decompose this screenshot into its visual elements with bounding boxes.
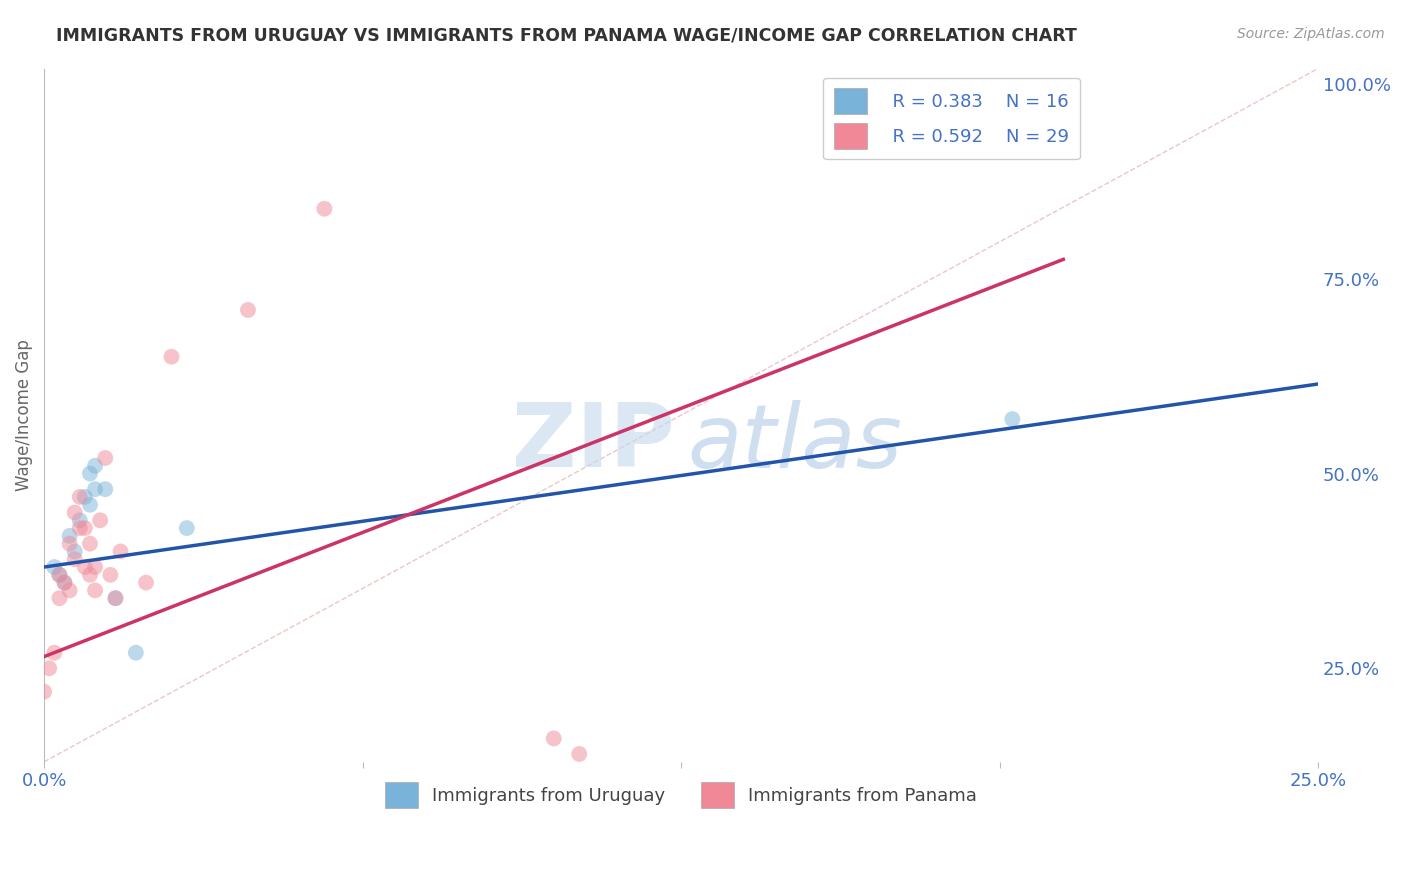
Point bbox=[125, 646, 148, 660]
Point bbox=[73, 490, 96, 504]
Point bbox=[89, 513, 111, 527]
Point bbox=[38, 661, 60, 675]
Point bbox=[73, 560, 96, 574]
Point bbox=[63, 544, 86, 558]
Point bbox=[69, 513, 91, 527]
Point bbox=[79, 498, 101, 512]
Point bbox=[69, 521, 91, 535]
Point bbox=[135, 575, 157, 590]
Point bbox=[84, 458, 107, 473]
Point bbox=[98, 567, 121, 582]
Legend: Immigrants from Uruguay, Immigrants from Panama: Immigrants from Uruguay, Immigrants from… bbox=[378, 775, 984, 815]
Point bbox=[543, 731, 565, 746]
Point bbox=[160, 350, 183, 364]
Point bbox=[69, 490, 91, 504]
Point bbox=[58, 583, 80, 598]
Text: Source: ZipAtlas.com: Source: ZipAtlas.com bbox=[1237, 27, 1385, 41]
Point bbox=[94, 450, 117, 465]
Point bbox=[44, 646, 66, 660]
Text: IMMIGRANTS FROM URUGUAY VS IMMIGRANTS FROM PANAMA WAGE/INCOME GAP CORRELATION CH: IMMIGRANTS FROM URUGUAY VS IMMIGRANTS FR… bbox=[56, 27, 1077, 45]
Point bbox=[79, 567, 101, 582]
Point bbox=[44, 560, 66, 574]
Point bbox=[79, 467, 101, 481]
Point bbox=[104, 591, 127, 606]
Point bbox=[63, 552, 86, 566]
Point bbox=[94, 482, 117, 496]
Point bbox=[48, 567, 70, 582]
Point bbox=[53, 575, 76, 590]
Point bbox=[63, 506, 86, 520]
Point bbox=[32, 684, 55, 698]
Point bbox=[48, 591, 70, 606]
Point bbox=[176, 521, 198, 535]
Point bbox=[79, 536, 101, 550]
Point bbox=[568, 747, 591, 761]
Text: ZIP: ZIP bbox=[512, 400, 675, 486]
Point bbox=[314, 202, 336, 216]
Y-axis label: Wage/Income Gap: Wage/Income Gap bbox=[15, 339, 32, 491]
Point bbox=[58, 529, 80, 543]
Point bbox=[84, 560, 107, 574]
Point bbox=[73, 521, 96, 535]
Point bbox=[84, 583, 107, 598]
Point bbox=[53, 575, 76, 590]
Point bbox=[84, 482, 107, 496]
Point bbox=[48, 567, 70, 582]
Point bbox=[1001, 412, 1024, 426]
Point bbox=[110, 544, 132, 558]
Point bbox=[104, 591, 127, 606]
Text: atlas: atlas bbox=[688, 400, 903, 486]
Point bbox=[58, 536, 80, 550]
Point bbox=[236, 303, 259, 318]
